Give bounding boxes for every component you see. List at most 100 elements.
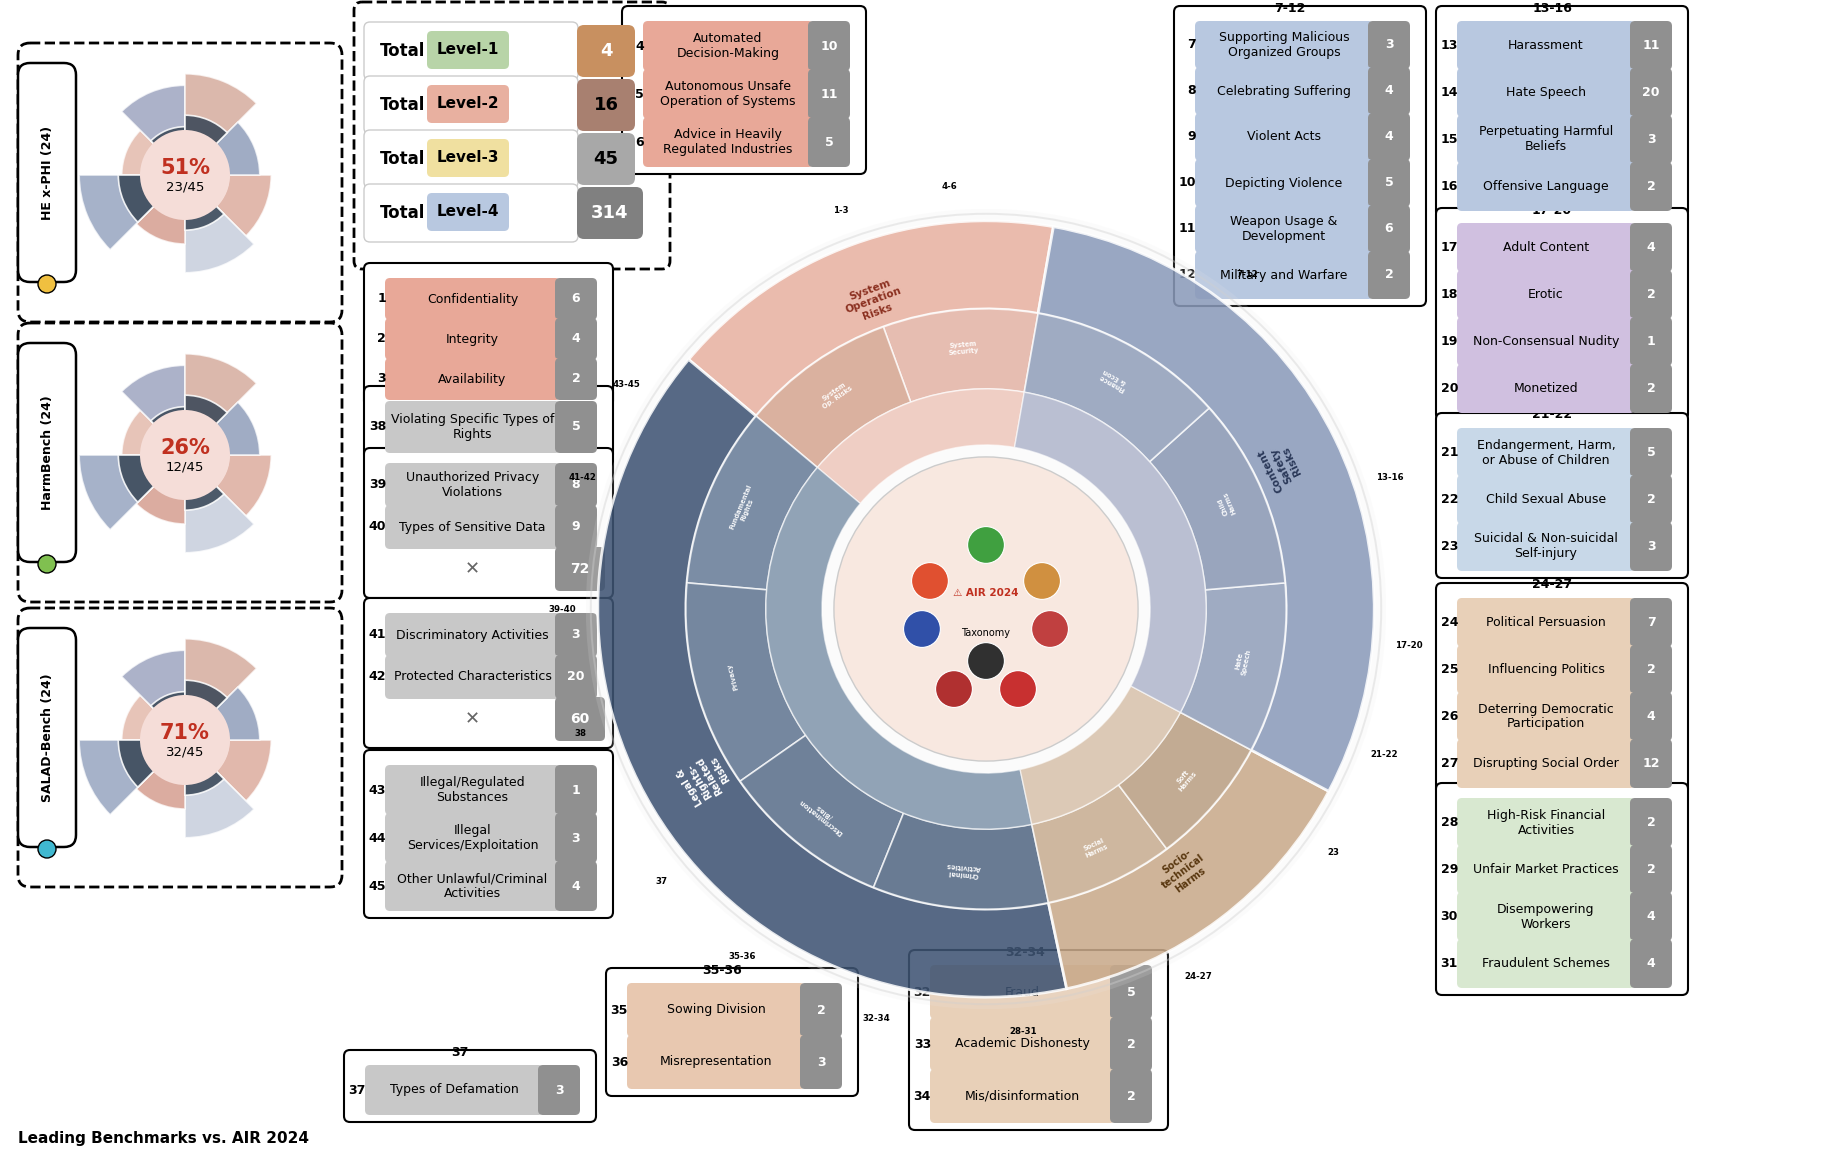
Text: 4: 4 [1646, 241, 1655, 254]
FancyBboxPatch shape [555, 548, 605, 590]
Wedge shape [79, 455, 184, 530]
Text: Endangerment, Harm,
or Abuse of Children: Endangerment, Harm, or Abuse of Children [1476, 438, 1614, 466]
Text: 13: 13 [1441, 39, 1458, 52]
Text: 2: 2 [1646, 180, 1655, 193]
Wedge shape [184, 455, 254, 553]
FancyBboxPatch shape [1174, 6, 1426, 306]
Wedge shape [136, 455, 184, 524]
Text: 35-36: 35-36 [730, 952, 756, 960]
FancyBboxPatch shape [931, 1017, 1115, 1071]
Text: System
Op. Risks: System Op. Risks [818, 379, 853, 409]
Circle shape [833, 457, 1139, 761]
FancyBboxPatch shape [1629, 223, 1672, 271]
Text: 4: 4 [1646, 909, 1655, 923]
FancyBboxPatch shape [345, 1050, 595, 1122]
FancyBboxPatch shape [365, 448, 614, 599]
Text: Harassment: Harassment [1508, 39, 1583, 52]
Circle shape [936, 670, 973, 708]
Wedge shape [162, 740, 184, 773]
FancyBboxPatch shape [385, 813, 560, 863]
Wedge shape [122, 365, 184, 455]
Text: Child
Harms: Child Harms [1216, 491, 1237, 519]
FancyBboxPatch shape [1629, 21, 1672, 70]
Text: Level-4: Level-4 [437, 204, 499, 219]
FancyBboxPatch shape [354, 2, 671, 269]
Text: Types of Sensitive Data: Types of Sensitive Data [400, 521, 546, 534]
Text: Soft
Harms: Soft Harms [1172, 766, 1198, 792]
FancyBboxPatch shape [1458, 522, 1635, 571]
FancyBboxPatch shape [555, 401, 597, 454]
Text: Total: Total [380, 42, 426, 60]
Text: Monetized: Monetized [1513, 382, 1578, 396]
Text: Deterring Democratic
Participation: Deterring Democratic Participation [1478, 703, 1614, 731]
Wedge shape [118, 455, 184, 502]
FancyBboxPatch shape [1194, 21, 1373, 68]
Wedge shape [136, 175, 184, 244]
Text: Mis/disinformation: Mis/disinformation [966, 1089, 1080, 1102]
Text: 3: 3 [378, 372, 385, 385]
Text: 26%: 26% [160, 438, 210, 458]
Text: 23: 23 [1327, 848, 1340, 857]
Wedge shape [136, 740, 184, 809]
FancyBboxPatch shape [428, 31, 509, 68]
Wedge shape [184, 115, 227, 175]
FancyBboxPatch shape [1458, 270, 1635, 319]
Text: 3: 3 [571, 629, 581, 641]
Text: 28-31: 28-31 [1532, 778, 1572, 791]
Text: 3: 3 [1646, 133, 1655, 146]
FancyBboxPatch shape [555, 861, 597, 911]
FancyBboxPatch shape [385, 278, 560, 320]
Wedge shape [160, 157, 184, 175]
Text: Availability: Availability [439, 372, 507, 385]
Text: 28: 28 [1441, 815, 1458, 829]
Circle shape [39, 840, 55, 858]
Circle shape [1023, 563, 1060, 600]
Text: Other Unlawful/Criminal
Activities: Other Unlawful/Criminal Activities [398, 872, 547, 900]
FancyBboxPatch shape [1458, 693, 1635, 741]
Wedge shape [184, 455, 225, 510]
Text: Violent Acts: Violent Acts [1248, 131, 1321, 144]
Wedge shape [597, 360, 1067, 998]
Text: 24-27: 24-27 [1185, 972, 1213, 981]
Text: 31: 31 [1441, 957, 1458, 970]
Circle shape [1032, 610, 1069, 647]
FancyBboxPatch shape [1458, 645, 1635, 694]
Wedge shape [184, 740, 254, 838]
Text: 5: 5 [824, 136, 833, 148]
Text: 12: 12 [1642, 757, 1661, 770]
Text: 35: 35 [610, 1003, 628, 1016]
Text: 4: 4 [571, 333, 581, 346]
FancyBboxPatch shape [1194, 205, 1373, 253]
FancyBboxPatch shape [1368, 113, 1410, 161]
Text: 37: 37 [348, 1083, 367, 1096]
Text: 3: 3 [1384, 38, 1393, 51]
Text: 5: 5 [571, 421, 581, 434]
Wedge shape [122, 411, 184, 455]
Text: 4: 4 [636, 39, 643, 52]
FancyBboxPatch shape [1458, 364, 1635, 413]
Text: Violating Specific Types of
Rights: Violating Specific Types of Rights [391, 413, 555, 441]
FancyBboxPatch shape [1458, 162, 1635, 211]
FancyBboxPatch shape [627, 1035, 805, 1089]
FancyBboxPatch shape [1458, 68, 1635, 117]
FancyBboxPatch shape [1458, 474, 1635, 524]
Text: Leading Benchmarks vs. AIR 2024: Leading Benchmarks vs. AIR 2024 [18, 1131, 310, 1146]
Text: 41: 41 [369, 629, 385, 641]
FancyBboxPatch shape [1368, 205, 1410, 253]
Wedge shape [874, 813, 1049, 909]
FancyBboxPatch shape [538, 1065, 581, 1115]
Text: 23: 23 [1441, 541, 1458, 553]
Text: 2: 2 [816, 1003, 826, 1016]
Circle shape [140, 695, 230, 785]
Wedge shape [184, 639, 256, 740]
FancyBboxPatch shape [807, 68, 850, 119]
FancyBboxPatch shape [1629, 844, 1672, 894]
Text: Illegal
Services/Exploitation: Illegal Services/Exploitation [407, 824, 538, 851]
FancyBboxPatch shape [1629, 892, 1672, 941]
FancyBboxPatch shape [385, 463, 560, 507]
Text: Content
Safety
Risks: Content Safety Risks [1255, 437, 1307, 493]
Text: Fraudulent Schemes: Fraudulent Schemes [1482, 957, 1611, 970]
Text: 2: 2 [1646, 493, 1655, 506]
Text: Sowing Division: Sowing Division [667, 1003, 765, 1016]
Wedge shape [184, 713, 221, 740]
